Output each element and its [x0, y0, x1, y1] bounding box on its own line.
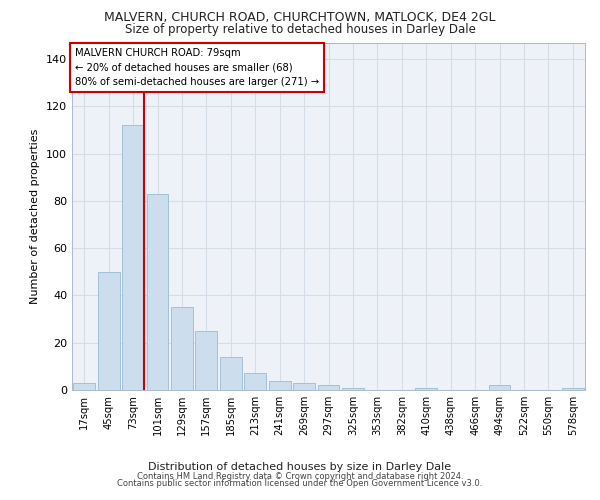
Text: MALVERN CHURCH ROAD: 79sqm
← 20% of detached houses are smaller (68)
80% of semi: MALVERN CHURCH ROAD: 79sqm ← 20% of deta…	[74, 48, 319, 88]
Bar	[317, 386, 340, 390]
Bar	[98, 272, 119, 390]
Bar	[293, 383, 315, 390]
Bar	[269, 380, 290, 390]
Text: Contains HM Land Registry data © Crown copyright and database right 2024.: Contains HM Land Registry data © Crown c…	[137, 472, 463, 481]
Bar	[73, 383, 95, 390]
Bar	[196, 331, 217, 390]
Bar	[146, 194, 169, 390]
Text: Size of property relative to detached houses in Darley Dale: Size of property relative to detached ho…	[125, 22, 475, 36]
Bar	[122, 125, 144, 390]
Bar	[171, 308, 193, 390]
Y-axis label: Number of detached properties: Number of detached properties	[31, 128, 40, 304]
Text: Distribution of detached houses by size in Darley Dale: Distribution of detached houses by size …	[148, 462, 452, 472]
Bar	[415, 388, 437, 390]
Text: MALVERN, CHURCH ROAD, CHURCHTOWN, MATLOCK, DE4 2GL: MALVERN, CHURCH ROAD, CHURCHTOWN, MATLOC…	[104, 11, 496, 24]
Text: Contains public sector information licensed under the Open Government Licence v3: Contains public sector information licen…	[118, 480, 482, 488]
Bar	[562, 388, 584, 390]
Bar	[220, 357, 242, 390]
Bar	[342, 388, 364, 390]
Bar	[488, 386, 511, 390]
Bar	[244, 374, 266, 390]
